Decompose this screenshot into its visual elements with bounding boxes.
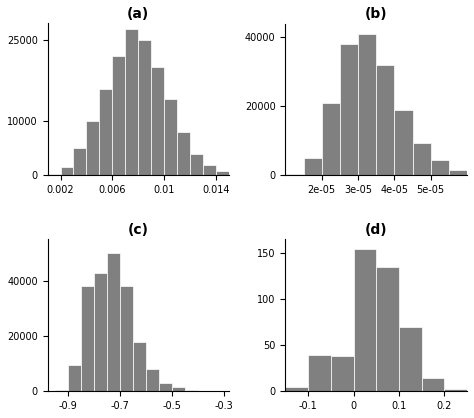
Bar	[185, 390, 198, 391]
Bar	[55, 390, 68, 391]
Bar	[177, 132, 190, 176]
Bar	[358, 34, 376, 176]
Bar	[159, 383, 172, 391]
Bar	[151, 67, 164, 176]
Bar	[164, 99, 177, 176]
Bar	[412, 143, 431, 176]
Bar	[285, 387, 308, 391]
Bar	[107, 253, 120, 391]
Bar	[422, 377, 444, 391]
Title: (b): (b)	[365, 7, 388, 21]
Bar	[340, 44, 358, 176]
Bar	[322, 103, 340, 176]
Bar	[86, 121, 100, 176]
Bar	[376, 267, 399, 391]
Bar	[331, 357, 354, 391]
Title: (a): (a)	[127, 7, 149, 21]
Title: (c): (c)	[128, 223, 149, 237]
Bar	[285, 173, 303, 176]
Bar	[126, 29, 138, 176]
Bar	[100, 89, 112, 176]
Bar	[47, 174, 61, 176]
Bar	[73, 148, 86, 176]
Bar	[431, 160, 449, 176]
Bar	[68, 365, 81, 391]
Bar	[146, 369, 159, 391]
Bar	[308, 354, 331, 391]
Title: (d): (d)	[365, 223, 388, 237]
Bar	[94, 273, 107, 391]
Bar	[172, 387, 185, 391]
Bar	[444, 389, 467, 391]
Bar	[190, 154, 203, 176]
Bar	[303, 158, 322, 176]
Bar	[449, 170, 467, 176]
Bar	[81, 286, 94, 391]
Bar	[120, 286, 133, 391]
Bar	[138, 40, 151, 176]
Bar	[112, 56, 126, 176]
Bar	[354, 249, 376, 391]
Bar	[203, 165, 216, 176]
Bar	[61, 167, 73, 176]
Bar	[216, 171, 229, 176]
Bar	[133, 342, 146, 391]
Bar	[399, 327, 422, 391]
Bar	[394, 110, 412, 176]
Bar	[376, 65, 394, 176]
